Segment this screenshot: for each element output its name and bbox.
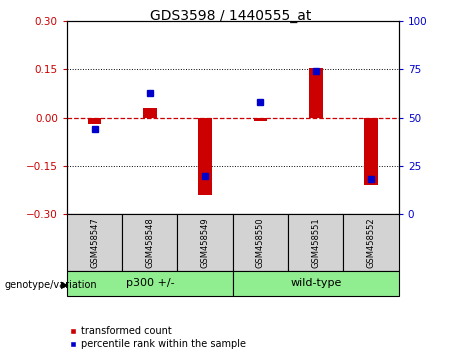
- Text: GSM458547: GSM458547: [90, 217, 99, 268]
- Bar: [88, 118, 101, 124]
- Bar: [233, 271, 399, 296]
- Bar: [67, 271, 233, 296]
- Text: GSM458551: GSM458551: [311, 217, 320, 268]
- Text: GSM458548: GSM458548: [145, 217, 154, 268]
- Bar: [288, 214, 343, 271]
- Bar: [143, 108, 157, 118]
- Bar: [177, 214, 233, 271]
- Bar: [309, 68, 323, 118]
- Legend: transformed count, percentile rank within the sample: transformed count, percentile rank withi…: [70, 326, 246, 349]
- Bar: [198, 118, 212, 195]
- Text: genotype/variation: genotype/variation: [5, 280, 97, 290]
- Text: GDS3598 / 1440555_at: GDS3598 / 1440555_at: [150, 9, 311, 23]
- Bar: [364, 118, 378, 185]
- Text: GSM458550: GSM458550: [256, 217, 265, 268]
- Bar: [343, 214, 399, 271]
- Text: GSM458549: GSM458549: [201, 217, 210, 268]
- Bar: [254, 118, 267, 121]
- Text: wild-type: wild-type: [290, 278, 342, 288]
- Text: GSM458552: GSM458552: [366, 217, 376, 268]
- Bar: [122, 214, 177, 271]
- Text: p300 +/-: p300 +/-: [125, 278, 174, 288]
- Bar: [233, 214, 288, 271]
- Text: ▶: ▶: [61, 280, 69, 290]
- Bar: [67, 214, 122, 271]
